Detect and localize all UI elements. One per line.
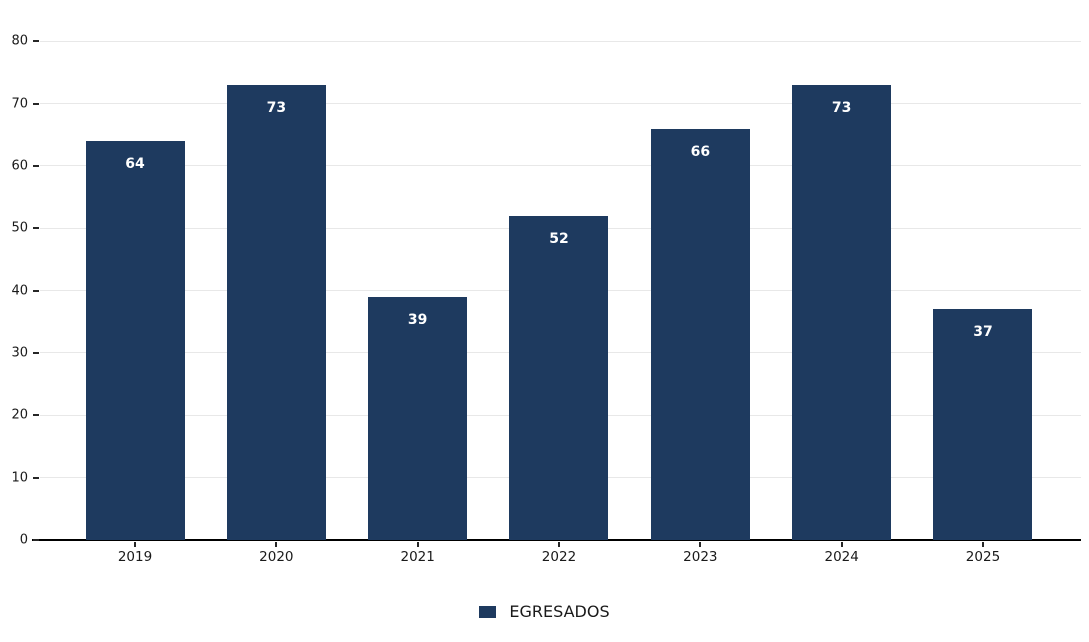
bar-value-label-2024: 73 <box>831 99 852 116</box>
y-tick-60 <box>33 164 39 167</box>
x-tick-label-2023: 2023 <box>683 549 718 565</box>
x-tick-2024 <box>840 542 843 547</box>
y-tick-label-20: 20 <box>11 407 28 423</box>
bar-value-label-2023: 66 <box>690 143 711 160</box>
bar-value-label-2022: 52 <box>549 230 569 247</box>
bar-2022: 52 <box>509 215 609 540</box>
legend: EGRESADOS <box>0 602 1089 621</box>
y-tick-80 <box>33 40 39 43</box>
y-tick-50 <box>33 227 39 230</box>
bar-value-label-2025: 37 <box>973 324 993 341</box>
bar-value-label-2020: 73 <box>266 99 287 116</box>
gridline-y-80 <box>40 40 1081 42</box>
bar-2019: 64 <box>85 140 185 540</box>
gridline-y-70 <box>40 103 1081 105</box>
y-tick-label-50: 50 <box>11 220 28 236</box>
bar-value-label-2019: 64 <box>125 155 145 172</box>
x-tick-label-2025: 2025 <box>965 549 1001 565</box>
y-tick-70 <box>33 102 39 105</box>
y-tick-label-0: 0 <box>19 532 28 548</box>
x-tick-label-2019: 2019 <box>117 549 153 565</box>
legend-swatch <box>479 605 497 618</box>
bar-2023: 66 <box>650 128 750 540</box>
x-tick-label-2020: 2020 <box>259 549 294 565</box>
y-tick-label-70: 70 <box>11 96 28 112</box>
plot-area: 0 10 20 30 40 50 60 70 80 64 2019 73 2020 39 2021 52 202… <box>11 0 1081 565</box>
x-tick-label-2021: 2021 <box>400 549 435 565</box>
y-tick-10 <box>33 476 39 479</box>
x-tick-2021 <box>416 542 419 547</box>
x-tick-label-2024: 2024 <box>824 549 859 565</box>
y-tick-0 <box>33 539 39 541</box>
bar-2024: 73 <box>792 84 892 540</box>
y-tick-20 <box>33 414 39 417</box>
bar-2025: 37 <box>933 309 1033 540</box>
bar-value-label-2021: 39 <box>407 311 428 328</box>
legend-label: EGRESADOS <box>509 602 610 621</box>
bar-2021: 39 <box>368 296 468 540</box>
x-tick-label-2022: 2022 <box>541 549 577 565</box>
y-tick-label-10: 10 <box>11 470 28 486</box>
y-tick-30 <box>33 351 39 354</box>
x-axis-line <box>32 539 1081 541</box>
gridline-y-60 <box>40 165 1081 167</box>
y-tick-label-30: 30 <box>11 345 28 361</box>
y-tick-label-40: 40 <box>11 283 28 299</box>
bar-2020: 73 <box>226 84 326 540</box>
x-tick-2020 <box>275 542 278 547</box>
y-tick-40 <box>33 289 39 292</box>
x-tick-2025 <box>981 542 984 547</box>
y-tick-label-60: 60 <box>11 158 28 174</box>
y-tick-label-80: 80 <box>11 33 28 49</box>
x-tick-2022 <box>557 542 560 547</box>
x-tick-2023 <box>699 542 702 547</box>
x-tick-2019 <box>134 542 136 547</box>
